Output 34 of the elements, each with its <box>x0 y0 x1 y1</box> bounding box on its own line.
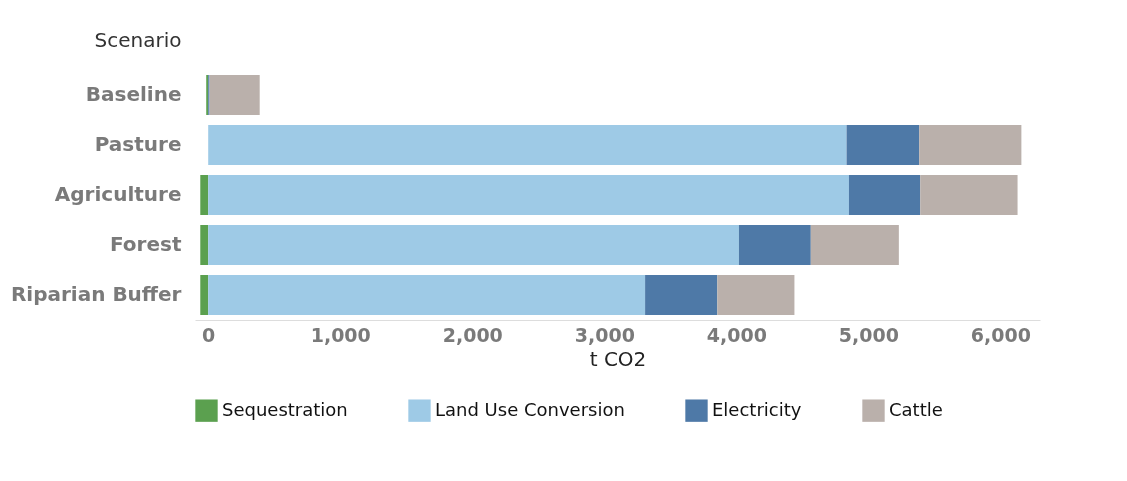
legend-label: Cattle <box>889 398 943 420</box>
x-axis-title: t CO2 <box>589 346 647 371</box>
bar <box>209 75 260 115</box>
bar <box>200 225 209 265</box>
x-tick-label: 4,000 <box>706 323 767 346</box>
x-tick-label: 5,000 <box>838 323 899 346</box>
y-tick-label: Riparian Buffer <box>10 282 182 306</box>
bar <box>208 125 847 165</box>
y-tick-label: Baseline <box>85 82 182 106</box>
y-tick-label: Agriculture <box>54 182 182 206</box>
bar <box>810 225 899 265</box>
legend-label: Electricity <box>712 398 802 420</box>
bar <box>208 225 739 265</box>
legend-label: Sequestration <box>222 398 348 420</box>
y-axis-title: Scenario <box>94 27 182 52</box>
bar <box>920 175 1018 215</box>
x-tick-label: 1,000 <box>310 323 371 346</box>
x-tick-label: 6,000 <box>970 323 1031 346</box>
x-tick-label: 3,000 <box>574 323 635 346</box>
y-tick-label: Forest <box>110 232 182 256</box>
bar <box>208 275 646 315</box>
bar <box>848 175 921 215</box>
bar <box>919 125 1022 165</box>
y-tick-label: Pasture <box>94 132 182 156</box>
bar <box>738 225 811 265</box>
x-tick-label: 0 <box>202 323 216 346</box>
bar <box>208 175 849 215</box>
bar <box>846 125 920 165</box>
x-tick-label: 2,000 <box>442 323 503 346</box>
legend-label: Land Use Conversion <box>435 398 625 420</box>
bar <box>200 175 209 215</box>
bar <box>200 275 209 315</box>
bar <box>717 275 795 315</box>
bar <box>645 275 718 315</box>
